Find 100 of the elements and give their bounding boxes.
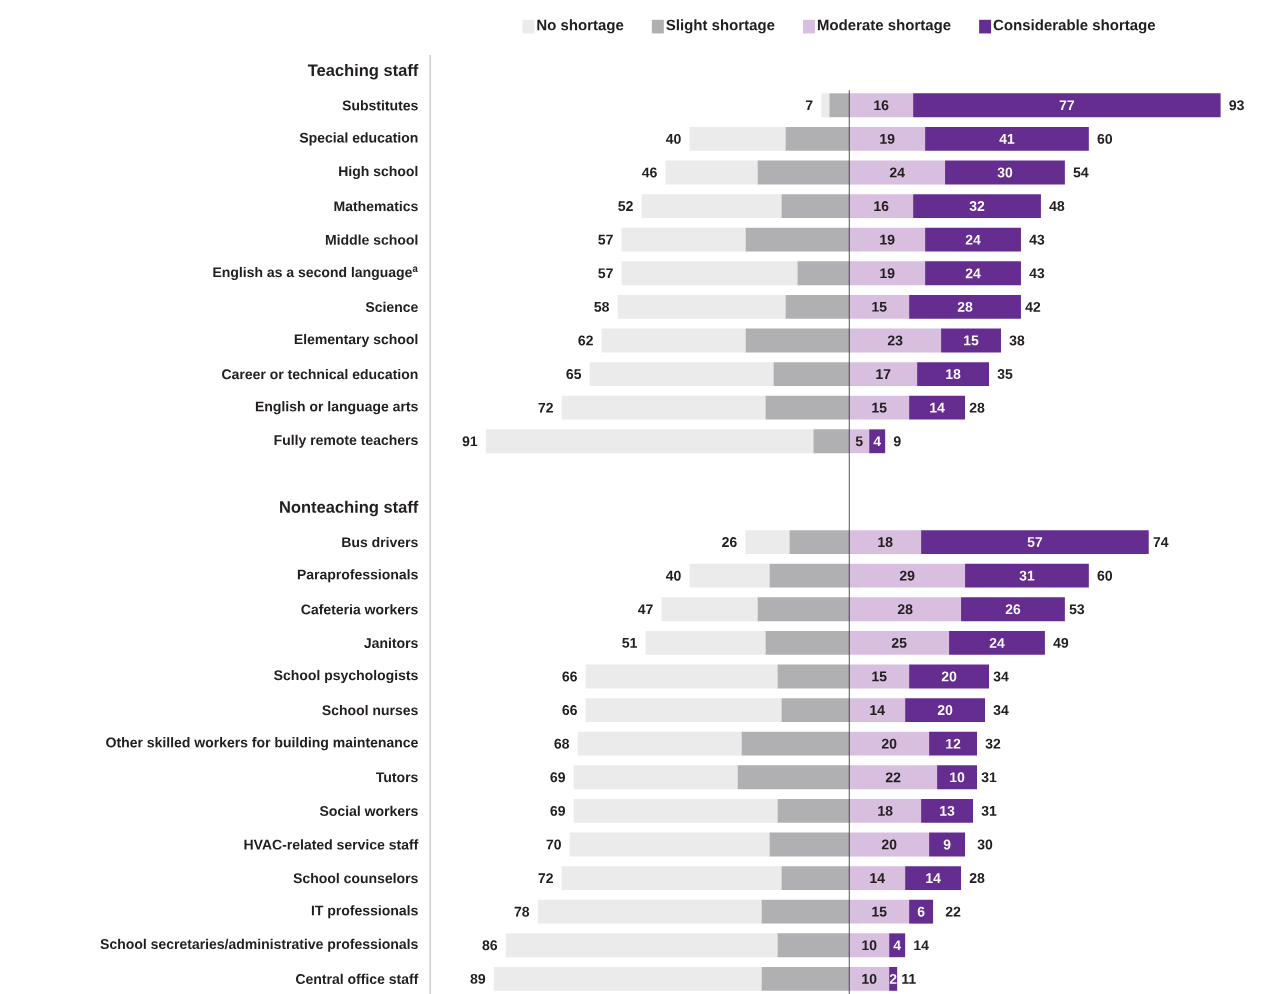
bar	[569, 832, 770, 857]
bar	[665, 160, 758, 185]
y-tick-label: Substitutes	[342, 100, 418, 111]
y-tick-label: Elementary school	[294, 333, 418, 347]
bar	[905, 698, 986, 723]
annotation: 86	[482, 940, 498, 951]
annotation: 51	[622, 638, 637, 648]
data-label: 2	[889, 973, 897, 984]
bar	[961, 597, 1065, 622]
bar	[849, 530, 922, 555]
y-tick-label: Central office staff	[296, 973, 419, 985]
data-label: 22	[885, 772, 901, 783]
data-label: 26	[1005, 604, 1021, 615]
bar	[761, 966, 850, 991]
data-label: 18	[946, 369, 961, 380]
data-label: 17	[876, 369, 891, 379]
bar	[849, 899, 910, 924]
y-tick-label: IT professionals	[311, 905, 418, 919]
bar	[573, 798, 778, 823]
annotation: 57	[598, 234, 613, 245]
bar	[561, 866, 782, 891]
annotation: 22	[945, 906, 961, 917]
data-label: 19	[880, 234, 895, 245]
y-tick-label: Career or technical education	[222, 368, 418, 380]
bar	[941, 328, 1001, 353]
data-label: 20	[881, 738, 897, 749]
data-label: 16	[874, 201, 889, 212]
y-tick-label: Science	[365, 301, 418, 313]
bar	[925, 227, 1021, 252]
annotation: 66	[562, 671, 577, 682]
bar	[769, 832, 850, 857]
bar	[745, 227, 850, 252]
annotation: 54	[1073, 167, 1089, 178]
bar	[789, 530, 850, 555]
y-tick-label: Bus drivers	[342, 536, 418, 548]
y-tick-label: English as a second language$^{a}$	[213, 266, 418, 280]
bar	[797, 261, 850, 286]
y-tick-label: High school	[339, 165, 418, 180]
bar	[909, 294, 1021, 319]
data-label: 5	[855, 436, 863, 447]
data-label: 20	[941, 671, 957, 682]
bar	[921, 530, 1149, 555]
y-tick-label: English or language arts	[255, 401, 418, 415]
bar	[905, 866, 962, 891]
data-label: 32	[969, 201, 985, 212]
y-tick-label: Other skilled workers for building maintenance	[106, 737, 418, 751]
data-label: 57	[1027, 537, 1043, 547]
data-label: 14	[870, 873, 885, 883]
bar	[917, 362, 990, 386]
bar	[777, 933, 850, 958]
annotation: 34	[993, 671, 1009, 682]
data-label: 14	[926, 873, 941, 883]
bar	[821, 93, 830, 118]
annotation: 40	[665, 133, 681, 144]
data-label: 13	[940, 805, 955, 816]
annotation: 47	[638, 604, 653, 615]
annotation: 11	[902, 974, 916, 984]
y-tick-label: School counselors	[293, 872, 418, 884]
annotation: 72	[538, 402, 553, 413]
bar	[849, 261, 926, 286]
bar	[849, 731, 930, 756]
data-label: 9	[943, 839, 951, 850]
annotation: 31	[981, 772, 997, 783]
y-tick-label: HVAC-related service staff	[244, 839, 419, 850]
data-label: 31	[1019, 570, 1035, 581]
bar	[621, 261, 798, 286]
annotation: 53	[1069, 604, 1085, 615]
annotation: 58	[594, 301, 609, 312]
bar	[745, 328, 850, 353]
bar	[925, 126, 1089, 151]
bar	[617, 294, 786, 319]
bar	[585, 698, 782, 723]
data-label: 41	[999, 134, 1015, 144]
bar	[745, 530, 790, 555]
bar	[849, 294, 910, 319]
data-label: 10	[950, 772, 965, 783]
y-tick-label: Paraprofessionals	[297, 569, 418, 583]
data-label: 14	[930, 402, 945, 413]
annotation: 40	[665, 570, 681, 581]
bar	[909, 664, 990, 689]
bar	[965, 563, 1089, 588]
bar	[849, 227, 926, 252]
bar	[849, 194, 914, 218]
data-label: 24	[889, 167, 905, 178]
data-label: 77	[1059, 100, 1075, 111]
bar	[849, 93, 914, 118]
data-label: 20	[881, 839, 897, 850]
bar	[777, 664, 850, 689]
bar	[849, 597, 962, 622]
bar	[645, 630, 766, 655]
annotation: 89	[470, 973, 486, 984]
data-label: 15	[872, 671, 887, 682]
bar	[765, 395, 850, 420]
data-label: 24	[965, 234, 981, 245]
bar	[849, 126, 926, 151]
legend-label: No shortage	[537, 19, 624, 34]
annotation: 14	[914, 940, 929, 951]
bar	[909, 395, 966, 420]
data-label: 15	[872, 301, 887, 312]
y-tick-label: School nurses	[322, 704, 418, 716]
